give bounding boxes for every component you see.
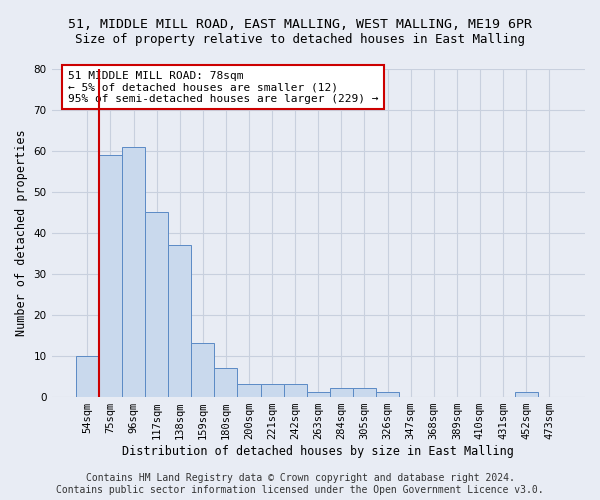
X-axis label: Distribution of detached houses by size in East Malling: Distribution of detached houses by size … xyxy=(122,444,514,458)
Bar xyxy=(307,392,330,396)
Bar xyxy=(353,388,376,396)
Bar xyxy=(99,155,122,396)
Bar xyxy=(330,388,353,396)
Bar xyxy=(376,392,399,396)
Bar xyxy=(191,344,214,396)
Text: 51, MIDDLE MILL ROAD, EAST MALLING, WEST MALLING, ME19 6PR: 51, MIDDLE MILL ROAD, EAST MALLING, WEST… xyxy=(68,18,532,30)
Y-axis label: Number of detached properties: Number of detached properties xyxy=(15,130,28,336)
Bar xyxy=(122,147,145,396)
Bar xyxy=(76,356,99,397)
Bar xyxy=(214,368,238,396)
Bar xyxy=(284,384,307,396)
Text: Contains HM Land Registry data © Crown copyright and database right 2024.
Contai: Contains HM Land Registry data © Crown c… xyxy=(56,474,544,495)
Bar xyxy=(168,245,191,396)
Text: 51 MIDDLE MILL ROAD: 78sqm
← 5% of detached houses are smaller (12)
95% of semi-: 51 MIDDLE MILL ROAD: 78sqm ← 5% of detac… xyxy=(68,70,378,104)
Bar xyxy=(238,384,260,396)
Text: Size of property relative to detached houses in East Malling: Size of property relative to detached ho… xyxy=(75,32,525,46)
Bar xyxy=(145,212,168,396)
Bar xyxy=(515,392,538,396)
Bar xyxy=(260,384,284,396)
